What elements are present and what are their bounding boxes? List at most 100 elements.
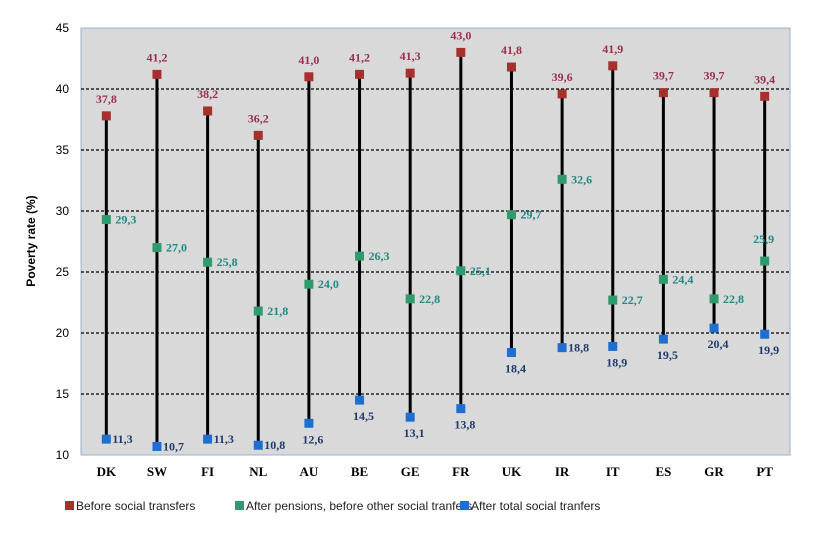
marker-before <box>456 47 466 57</box>
x-tick-label: SW <box>147 464 167 479</box>
data-label-pensions: 22,8 <box>419 292 440 306</box>
marker-pensions <box>658 274 668 284</box>
x-tick-label: FI <box>201 464 214 479</box>
data-label-before: 38,2 <box>197 87 218 101</box>
x-tick-label: DK <box>97 464 117 479</box>
x-tick-label: AU <box>300 464 319 479</box>
y-tick-label: 30 <box>56 204 70 218</box>
data-label-before: 41,0 <box>298 53 319 67</box>
x-tick-label: ES <box>655 464 671 479</box>
data-label-before: 41,3 <box>400 49 421 63</box>
marker-pensions <box>355 251 365 261</box>
legend-label: After pensions, before other social tran… <box>246 499 472 513</box>
data-label-total: 18,4 <box>505 362 526 376</box>
marker-before <box>152 69 162 79</box>
marker-total <box>101 434 111 444</box>
marker-pensions <box>557 174 567 184</box>
marker-before <box>355 69 365 79</box>
data-label-total: 20,4 <box>708 337 729 351</box>
plot-area <box>80 27 791 456</box>
data-label-total: 13,8 <box>454 418 475 432</box>
marker-before <box>760 91 770 101</box>
data-label-before: 37,8 <box>96 92 117 106</box>
marker-before <box>608 61 618 71</box>
marker-before <box>405 68 415 78</box>
marker-total <box>658 334 668 344</box>
data-label-before: 39,4 <box>754 72 775 86</box>
data-label-before: 43,0 <box>450 28 471 42</box>
marker-pensions <box>709 294 719 304</box>
data-label-total: 11,3 <box>214 432 234 446</box>
legend-swatch <box>460 501 469 510</box>
data-label-pensions: 22,8 <box>723 292 744 306</box>
marker-pensions <box>253 306 263 316</box>
data-label-pensions: 27,0 <box>166 241 187 255</box>
marker-total <box>709 323 719 333</box>
marker-before <box>101 111 111 121</box>
x-axis-ticks: DK SW FI NL AU BE GE FR UK IR IT ES GR PT <box>97 464 774 479</box>
marker-before <box>557 89 567 99</box>
marker-pensions <box>101 215 111 225</box>
marker-pensions <box>760 256 770 266</box>
data-label-total: 11,3 <box>112 432 132 446</box>
legend: Before social transfers After pensions, b… <box>65 499 600 513</box>
data-label-total: 18,9 <box>606 355 627 369</box>
x-tick-label: BE <box>351 464 368 479</box>
data-markers <box>101 47 770 451</box>
x-tick-label: IR <box>555 464 570 479</box>
marker-total <box>456 404 466 414</box>
legend-label: Before social transfers <box>76 499 195 513</box>
marker-total <box>608 341 618 351</box>
data-label-pensions: 29,3 <box>115 213 136 227</box>
y-tick-label: 25 <box>56 265 70 279</box>
y-tick-label: 40 <box>56 82 70 96</box>
x-tick-label: GE <box>401 464 420 479</box>
y-tick-label: 45 <box>56 21 70 35</box>
data-label-before: 41,8 <box>501 43 522 57</box>
y-tick-label: 10 <box>56 448 70 462</box>
marker-pensions <box>506 210 516 220</box>
data-label-pensions: 24,4 <box>672 272 693 286</box>
y-axis-ticks: 10 15 20 25 30 35 40 45 <box>56 21 70 462</box>
data-label-before: 41,2 <box>349 50 370 64</box>
data-label-total: 14,5 <box>353 409 374 423</box>
data-label-pensions: 25,9 <box>753 232 774 246</box>
data-label-pensions: 26,3 <box>369 249 390 263</box>
marker-total <box>203 434 213 444</box>
marker-pensions <box>405 294 415 304</box>
y-axis-label: Poverty rate (%) <box>24 195 38 286</box>
data-label-pensions: 24,0 <box>318 277 339 291</box>
data-label-pensions: 25,1 <box>470 264 491 278</box>
data-labels: 37,8 29,3 11,3 41,2 27,0 10,7 38,2 25,8 11,3 36,2… <box>96 28 779 453</box>
data-label-before: 36,2 <box>248 111 269 125</box>
data-label-pensions: 22,7 <box>622 293 643 307</box>
legend-swatch <box>235 501 244 510</box>
x-tick-label: NL <box>249 464 267 479</box>
data-label-before: 39,6 <box>552 70 573 84</box>
data-label-total: 10,8 <box>264 438 285 452</box>
data-label-total: 19,9 <box>758 343 779 357</box>
data-label-before: 39,7 <box>653 69 674 83</box>
marker-total <box>760 329 770 339</box>
marker-pensions <box>203 257 213 267</box>
marker-pensions <box>608 295 618 305</box>
y-tick-label: 15 <box>56 387 70 401</box>
marker-total <box>304 418 314 428</box>
marker-total <box>152 441 162 451</box>
marker-pensions <box>456 266 466 276</box>
marker-pensions <box>152 243 162 253</box>
data-label-pensions: 29,7 <box>520 208 541 222</box>
data-label-pensions: 25,8 <box>217 255 238 269</box>
data-label-total: 12,6 <box>302 432 323 446</box>
x-tick-label: UK <box>502 464 522 479</box>
marker-total <box>253 440 263 450</box>
x-tick-label: GR <box>704 464 724 479</box>
x-tick-label: FR <box>452 464 470 479</box>
data-label-total: 10,7 <box>163 439 184 453</box>
data-label-before: 41,9 <box>602 42 623 56</box>
marker-total <box>557 343 567 353</box>
marker-total <box>506 348 516 358</box>
legend-label: After total social tranfers <box>471 499 600 513</box>
data-label-before: 39,7 <box>704 69 725 83</box>
